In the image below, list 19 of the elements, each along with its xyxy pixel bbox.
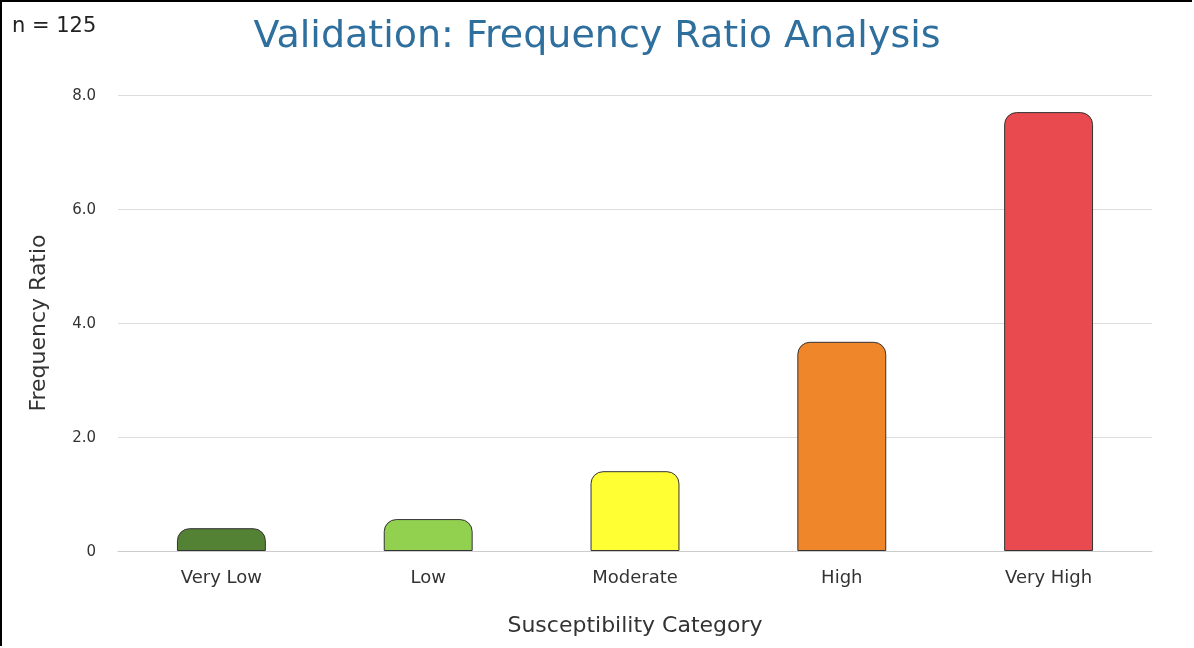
- chart-title: Validation: Frequency Ratio Analysis: [253, 12, 941, 56]
- x-tick-label: Low: [410, 565, 446, 587]
- y-tick-label: 8.0: [72, 86, 96, 104]
- x-tick-label: Very High: [1005, 565, 1093, 587]
- bar: [1004, 112, 1094, 551]
- bar: [797, 341, 887, 551]
- x-tick-label: Moderate: [592, 565, 678, 587]
- y-tick-label: 2.0: [72, 428, 96, 446]
- bar: [383, 519, 473, 551]
- y-tick-label: 4.0: [72, 314, 96, 332]
- x-axis-title: Susceptibility Category: [507, 611, 763, 637]
- y-axis-title: Frequency Ratio: [24, 234, 50, 412]
- bar: [590, 471, 680, 551]
- y-tick-label: 6.0: [72, 200, 96, 218]
- text: n = 125: [12, 12, 97, 37]
- x-tick-label: High: [821, 565, 863, 587]
- x-tick-label: Very Low: [180, 565, 263, 587]
- bar: [176, 528, 266, 551]
- y-tick-label: 0: [86, 542, 96, 560]
